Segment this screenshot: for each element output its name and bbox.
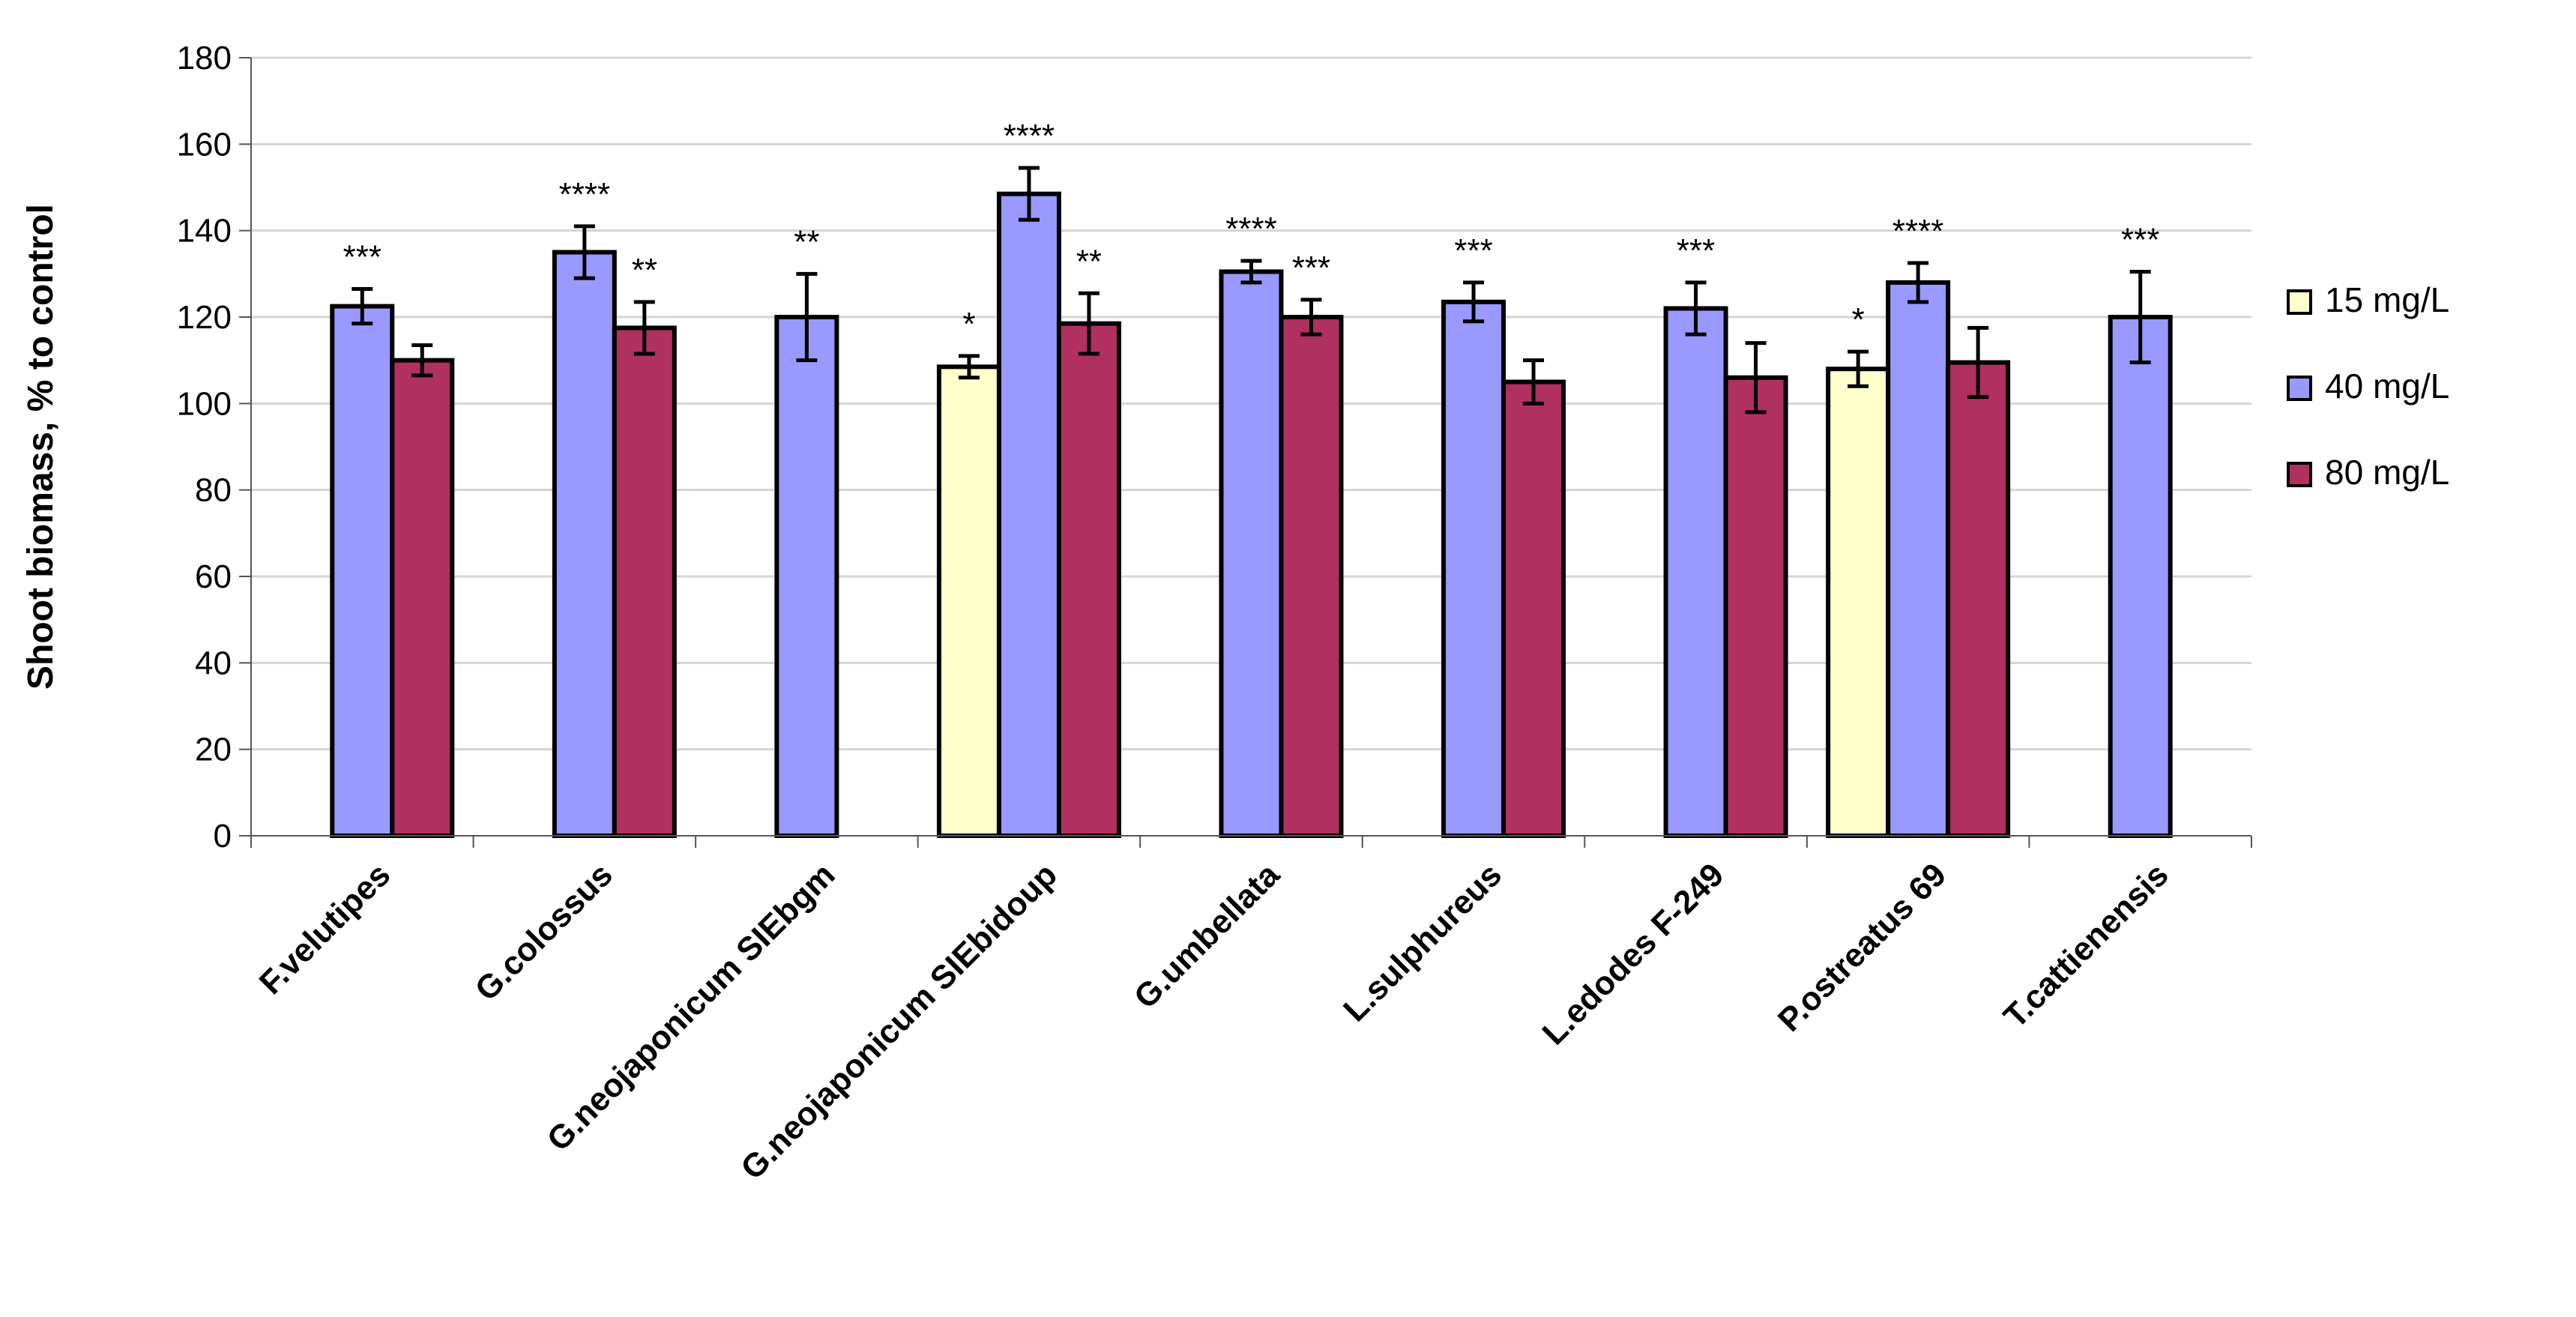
- bar: [330, 304, 395, 839]
- bar: [1501, 379, 1566, 838]
- x-tick-label: L.sulphureus: [1336, 856, 1509, 1028]
- significance-label: ****: [1004, 118, 1055, 154]
- y-tick-label: 0: [214, 818, 232, 855]
- y-tick-label: 20: [195, 732, 232, 768]
- legend-swatch: [2287, 376, 2312, 401]
- legend-label: 15 mg/L: [2325, 280, 2449, 319]
- y-tick-label: 120: [177, 299, 232, 336]
- legend-swatch: [2287, 289, 2312, 315]
- y-tick-label: 160: [177, 126, 232, 163]
- y-tick-label: 40: [195, 645, 232, 681]
- legend-label: 40 mg/L: [2325, 367, 2449, 406]
- y-tick-label: 140: [177, 213, 232, 250]
- y-tick-label: 80: [195, 472, 232, 509]
- significance-label: ****: [1225, 211, 1277, 247]
- x-tick-label: T.cattienensis: [1997, 856, 2176, 1035]
- x-tick-label: F.velutipes: [253, 856, 398, 1001]
- y-tick-label: 100: [177, 385, 232, 422]
- x-tick-label: G.colossus: [468, 856, 620, 1007]
- legend: 15 mg/L 40 mg/L 80 mg/L: [2287, 280, 2449, 492]
- legend-swatch: [2287, 462, 2312, 487]
- significance-label: **: [794, 223, 819, 260]
- bar: [612, 325, 677, 838]
- bar: [996, 191, 1061, 838]
- significance-label: ***: [2121, 221, 2159, 258]
- bar: [1219, 269, 1284, 838]
- significance-label: ****: [559, 176, 611, 213]
- bar: [936, 364, 1001, 839]
- bar: [2108, 315, 2173, 838]
- bar: [1279, 315, 1344, 838]
- significance-label: ***: [343, 239, 381, 276]
- significance-label: **: [632, 252, 657, 289]
- y-tick-label: 60: [195, 558, 232, 595]
- bar: [1886, 280, 1951, 839]
- bar: [774, 315, 839, 838]
- significance-label: *: [962, 306, 975, 343]
- significance-label: ***: [1292, 250, 1330, 286]
- legend-label: 80 mg/L: [2325, 453, 2449, 492]
- bar: [1663, 306, 1728, 838]
- bar: [1723, 375, 1788, 838]
- bar: [1826, 367, 1891, 838]
- significance-label: *: [1852, 301, 1865, 338]
- significance-label: ***: [1454, 232, 1492, 269]
- bar: [552, 250, 617, 838]
- bar: [1441, 299, 1506, 839]
- bars: ************************* *** ******** ***: [330, 118, 2173, 839]
- y-axis-label: Shoot biomass, % to control: [21, 204, 61, 690]
- bar: [1056, 321, 1121, 838]
- significance-label: ****: [1892, 213, 1944, 250]
- x-tick-label: P.ostreatus 69: [1771, 856, 1953, 1038]
- y-tick-label: 180: [177, 40, 232, 76]
- x-tick-label: G.umbellata: [1127, 856, 1287, 1016]
- significance-label: **: [1076, 243, 1102, 280]
- bar: [390, 358, 455, 838]
- bar: [1946, 360, 2011, 838]
- significance-label: ***: [1677, 232, 1715, 269]
- x-tick-label: L.edodes F-249: [1536, 856, 1731, 1052]
